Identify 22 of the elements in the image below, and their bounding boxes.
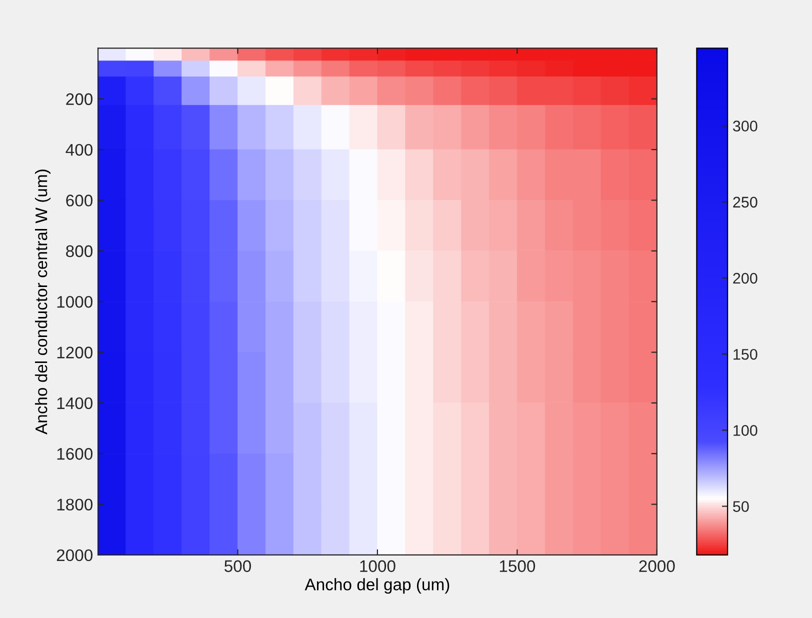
x-tick-label: 1000 — [360, 560, 396, 572]
x-tick-label: 500 — [224, 560, 251, 572]
y-tick-label: 1800 — [57, 498, 92, 510]
y-tick-label: 400 — [66, 144, 92, 156]
y-tick-label: 800 — [66, 245, 92, 258]
x-tick-label: 2000 — [639, 560, 675, 572]
color-bar-label: 50 — [733, 501, 749, 512]
x-tick-label: 1500 — [500, 560, 536, 572]
color-bar-label: 200 — [733, 272, 758, 284]
y-tick-label: 200 — [66, 93, 92, 106]
y-tick-label: 1200 — [57, 346, 92, 358]
y-tick-label: 1000 — [57, 296, 92, 308]
y-tick-label: 1400 — [57, 397, 92, 410]
color-bar-label: 250 — [733, 196, 758, 208]
y-axis-title: Ancho del conductor central W (um) — [34, 170, 51, 434]
y-tick-label: 600 — [66, 194, 92, 206]
color-bar-label: 300 — [732, 120, 758, 132]
color-bar-label: 150 — [734, 348, 758, 360]
x-axis-title: Ancho del gap (um) — [304, 578, 450, 594]
y-tick-label: 1600 — [57, 448, 92, 460]
y-tick-label: 2000 — [56, 549, 92, 562]
color-bar-label: 100 — [734, 425, 758, 436]
